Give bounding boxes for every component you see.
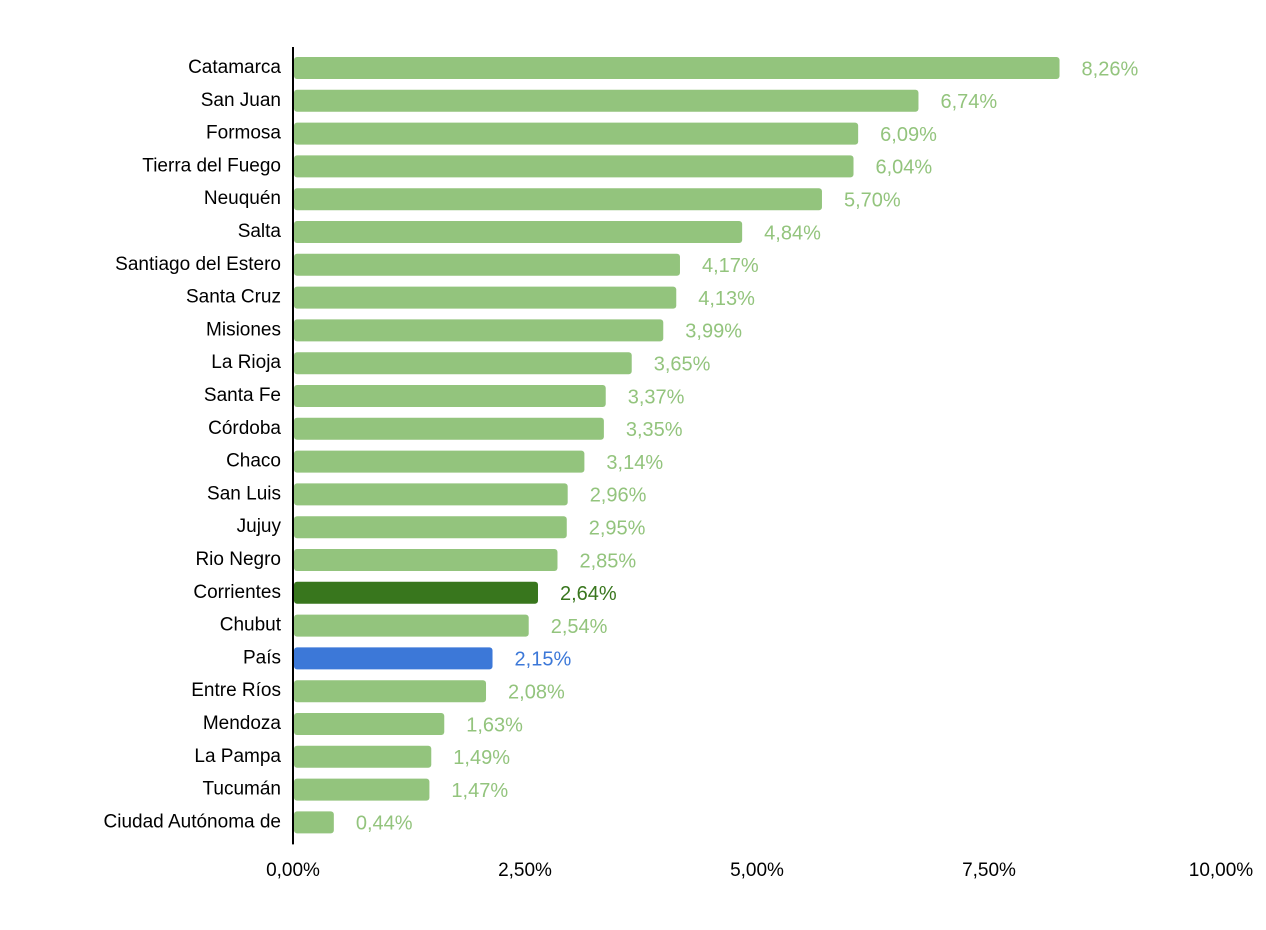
bar-santa-fe [294,385,606,407]
category-label-cordoba: Córdoba [208,418,281,439]
data-label-santiago-del-estero: 4,17% [702,255,759,277]
category-label-rio-negro: Rio Negro [195,549,281,570]
category-label-tierra-del-fuego: Tierra del Fuego [142,155,281,176]
data-label-corrientes: 2,64% [560,583,617,605]
x-tick-label: 10,00% [1189,860,1254,881]
data-label-jujuy: 2,95% [589,517,646,539]
bar-cordoba [294,417,604,440]
category-label-san-juan: San Juan [201,90,281,111]
data-label-misiones: 3,99% [685,321,742,343]
bar-catamarca [294,57,1060,79]
data-labels: 8,26% 6,74%6,09% 6,04% 5,70% 4,84%4,17% 4,13%… [356,58,1139,834]
category-label-misiones: Misiones [206,319,281,340]
data-label-la-rioja: 3,65% [654,353,711,375]
bar-ciudad-autonoma-de [294,811,334,834]
category-label-jujuy: Jujuy [237,516,282,537]
data-label-mendoza: 1,63% [466,714,523,736]
x-tick-label: 2,50% [498,860,552,881]
bar-rio-negro [294,549,558,571]
x-tick-label: 0,00% [266,860,320,881]
category-label-entre-rios: Entre Ríos [191,680,281,701]
bars-group [294,57,1060,834]
category-label-san-luis: San Luis [207,483,281,504]
category-label-ciudad-autonoma-de: Ciudad Autónoma de [104,811,281,832]
data-label-neuquen: 5,70% [844,189,901,211]
bar-san-luis [294,483,568,506]
category-labels: Catamarca San Juan Formosa Tierra del Fuego… [104,57,282,832]
data-label-cordoba: 3,35% [626,419,683,441]
bar-santiago-del-estero [294,253,680,276]
bar-tierra-del-fuego [294,155,854,178]
x-tick-label: 5,00% [730,860,784,881]
bar-entre-rios [294,680,487,703]
category-label-corrientes: Corrientes [193,582,281,603]
category-label-santa-fe: Santa Fe [204,385,281,406]
data-label-ciudad-autonoma-de: 0,44% [356,813,413,835]
category-label-salta: Salta [238,221,282,242]
bar-corrientes [294,581,538,604]
data-label-santa-cruz: 4,13% [698,288,755,310]
category-label-la-rioja: La Rioja [211,352,281,373]
data-label-pais: 2,15% [515,649,572,671]
bar-jujuy [294,516,567,539]
bar-pais [294,647,493,670]
data-label-entre-rios: 2,08% [508,681,565,703]
category-label-pais: País [243,647,281,668]
category-label-catamarca: Catamarca [188,57,281,78]
bar-chaco [294,450,585,473]
data-label-salta: 4,84% [764,222,821,244]
data-label-tierra-del-fuego: 6,04% [876,157,933,179]
bar-chubut [294,614,529,637]
data-label-catamarca: 8,26% [1082,58,1139,80]
data-label-tucuman: 1,47% [451,780,508,802]
category-label-la-pampa: La Pampa [194,746,281,767]
bar-san-juan [294,89,919,112]
data-label-san-luis: 2,96% [590,485,647,507]
x-tick-label: 7,50% [962,860,1016,881]
data-label-san-juan: 6,74% [940,91,997,113]
bar-formosa [294,122,859,145]
data-label-santa-fe: 3,37% [628,386,685,408]
category-label-mendoza: Mendoza [203,713,282,734]
data-label-chaco: 3,14% [606,452,663,474]
bar-la-rioja [294,352,632,375]
x-tick-labels: 0,00% 2,50% 5,00% 7,50% 10,00% [266,860,1253,881]
bar-mendoza [294,713,445,735]
data-label-formosa: 6,09% [880,124,937,146]
data-label-chubut: 2,54% [551,616,608,638]
bar-neuquen [294,188,822,211]
data-label-rio-negro: 2,85% [579,550,636,572]
bar-la-pampa [294,745,432,768]
category-label-formosa: Formosa [206,123,281,144]
bar-misiones [294,319,664,342]
category-label-neuquen: Neuquén [204,188,281,209]
bar-tucuman [294,778,430,801]
category-label-chubut: Chubut [220,615,282,636]
category-label-tucuman: Tucumán [203,779,282,800]
category-label-chaco: Chaco [226,451,281,472]
category-label-santiago-del-estero: Santiago del Estero [115,254,281,275]
data-label-la-pampa: 1,49% [453,747,510,769]
category-label-santa-cruz: Santa Cruz [186,287,281,308]
bar-salta [294,221,743,243]
bar-santa-cruz [294,286,677,309]
